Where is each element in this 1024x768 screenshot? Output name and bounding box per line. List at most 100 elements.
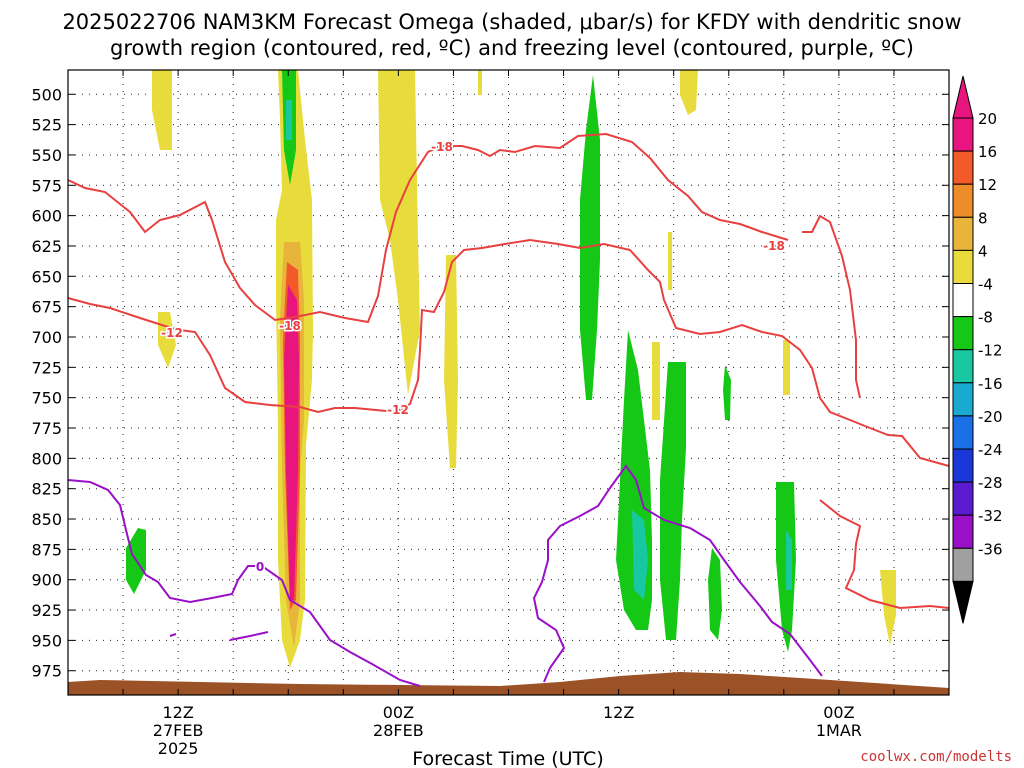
colorbar-swatch <box>952 415 974 450</box>
y-tick-label: 500 <box>31 85 62 104</box>
dgz-label: -18 <box>763 239 785 253</box>
colorbar-swatch <box>952 183 974 218</box>
colorbar-label: 4 <box>978 242 988 260</box>
dgz-contour <box>67 238 950 467</box>
credit-text: coolwx.com/modelts <box>860 749 1012 765</box>
x-tick-label: 28FEB <box>373 721 424 740</box>
colorbar-swatch <box>952 117 974 152</box>
dgz-contour <box>819 499 950 610</box>
colorbar-label: 16 <box>978 143 997 161</box>
freezing-label: 0 <box>256 560 264 574</box>
y-tick-label: 600 <box>31 207 62 226</box>
x-tick-label: 27FEB <box>153 721 204 740</box>
omega-blob <box>286 100 292 140</box>
y-tick-label: 800 <box>31 449 62 468</box>
omega-blob <box>580 75 600 400</box>
y-tick-label: 750 <box>31 389 62 408</box>
colorbar-swatch <box>952 249 974 284</box>
dgz-contours <box>67 132 950 610</box>
freezing-contour <box>67 479 421 687</box>
colorbar-label: -20 <box>978 408 1003 426</box>
colorbar-label: 8 <box>978 209 988 227</box>
dgz-contour <box>802 214 861 399</box>
omega-blob <box>660 362 686 640</box>
dgz-label: -18 <box>431 140 453 154</box>
y-tick-label: 725 <box>31 358 62 377</box>
omega-blob <box>786 530 792 590</box>
freezing-contour <box>169 633 177 637</box>
omega-blob <box>668 232 672 290</box>
colorbar-label: -8 <box>978 309 993 327</box>
omega-blob <box>378 70 420 395</box>
x-tick-label: 12Z <box>603 703 634 722</box>
dgz-contour <box>67 132 789 324</box>
colorbar-label: -32 <box>978 507 1003 525</box>
colorbar: 20 16 12 8 4 -4 -8 -12 -16 -20 -24 -28 -32 -36 <box>952 75 1003 624</box>
omega-column-peak <box>284 285 299 600</box>
y-tick-label: 650 <box>31 267 62 286</box>
dgz-label: -12 <box>387 403 409 417</box>
x-tick-label: 00Z <box>383 703 414 722</box>
y-tick-label: 575 <box>31 176 62 195</box>
y-tick-label: 825 <box>31 480 62 499</box>
colorbar-swatch <box>952 150 974 185</box>
y-tick-label: 875 <box>31 540 62 559</box>
colorbar-arrow-top <box>952 75 974 119</box>
x-tick-label: 00Z <box>823 703 854 722</box>
omega-blob <box>880 570 896 645</box>
colorbar-swatch <box>952 316 974 351</box>
colorbar-swatch <box>952 216 974 251</box>
y-tick-label: 700 <box>31 328 62 347</box>
colorbar-swatch <box>952 382 974 417</box>
omega-blob <box>783 340 790 395</box>
y-tick-label: 975 <box>31 662 62 681</box>
dgz-label: -12 <box>161 326 183 340</box>
x-tick-label: 12Z <box>162 703 193 722</box>
omega-blob <box>152 70 172 150</box>
colorbar-label: -4 <box>978 276 993 294</box>
omega-blob <box>652 342 660 420</box>
y-tick-label: 675 <box>31 298 62 317</box>
colorbar-label: -24 <box>978 441 1003 459</box>
chart-title-line1: 2025022706 NAM3KM Forecast Omega (shaded… <box>62 10 961 34</box>
x-axis-label: Forecast Time (UTC) <box>412 748 603 768</box>
x-tick-label: 1MAR <box>816 721 862 740</box>
freezing-contours <box>67 464 823 687</box>
colorbar-swatch <box>952 283 974 318</box>
omega-blob <box>444 255 458 468</box>
chart-title-line2: growth region (contoured, red, ºC) and f… <box>110 36 914 60</box>
colorbar-swatch <box>952 514 974 549</box>
omega-blob <box>708 548 722 640</box>
omega-shading <box>126 70 896 668</box>
y-tick-label: 850 <box>31 510 62 529</box>
omega-blob <box>632 510 648 600</box>
omega-blob <box>478 70 482 95</box>
y-tick-label: 925 <box>31 601 62 620</box>
colorbar-label: 12 <box>978 176 997 194</box>
omega-blob <box>723 365 731 420</box>
omega-blob <box>680 70 698 115</box>
colorbar-swatch <box>952 448 974 483</box>
x-tick-label: 2025 <box>158 739 199 758</box>
colorbar-swatch <box>952 547 974 582</box>
colorbar-label: -12 <box>978 342 1003 360</box>
colorbar-label: -28 <box>978 474 1003 492</box>
y-tick-label: 900 <box>31 571 62 590</box>
y-tick-label: 775 <box>31 419 62 438</box>
colorbar-label: -16 <box>978 375 1003 393</box>
colorbar-label: 20 <box>978 110 997 128</box>
y-tick-label: 950 <box>31 631 62 650</box>
colorbar-swatch <box>952 481 974 516</box>
freezing-contour <box>532 464 823 683</box>
colorbar-label: -36 <box>978 540 1003 558</box>
y-tick-label: 550 <box>31 146 62 165</box>
colorbar-arrow-bottom <box>952 580 974 624</box>
y-tick-label: 525 <box>31 116 62 135</box>
plot-area: -18 -12 -18 -18 -12 0 <box>67 69 950 696</box>
colorbar-swatch <box>952 349 974 384</box>
freezing-contour <box>229 631 269 641</box>
dgz-label: -18 <box>279 319 301 333</box>
y-axis-ticks: 500 525 550 575 600 625 650 675 700 725 750 775 800 8… <box>31 85 949 681</box>
